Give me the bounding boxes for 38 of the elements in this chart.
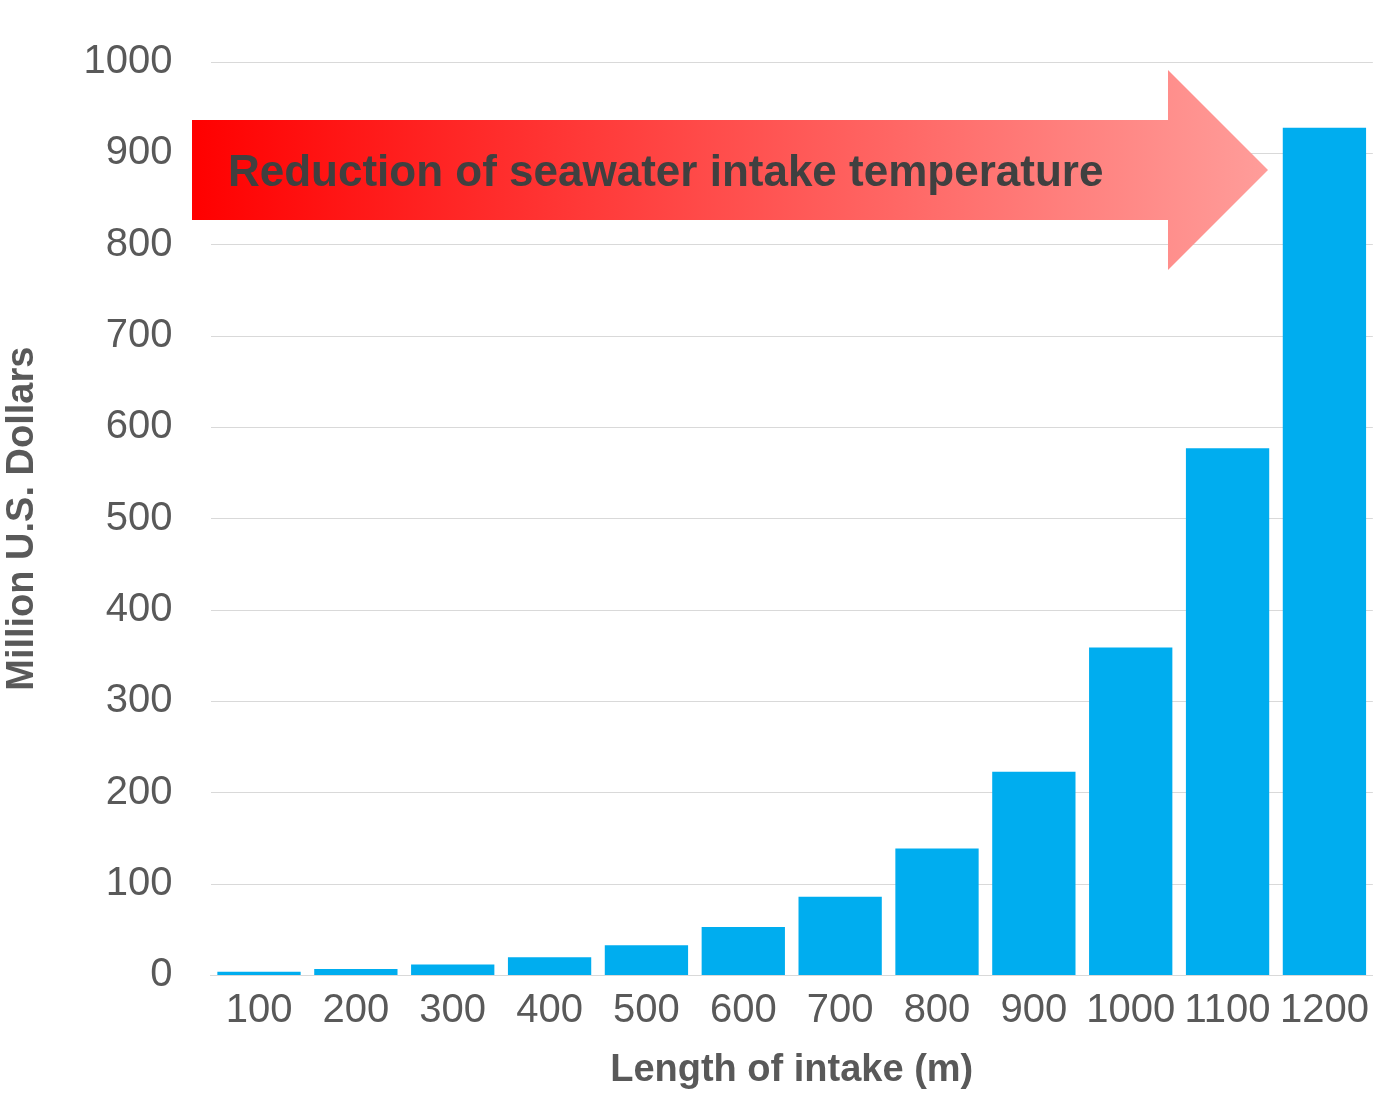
bar: [314, 969, 398, 975]
y-tick-label: 600: [105, 402, 173, 447]
bar: [895, 848, 979, 975]
annotation: Reduction of seawater intake temperature: [228, 146, 1104, 196]
bar: [798, 896, 882, 975]
y-tick-label: 800: [105, 219, 173, 264]
x-axis-title: Length of intake (m): [610, 1046, 974, 1089]
bar: [217, 971, 301, 975]
x-tick-label: 600: [709, 986, 777, 1031]
bar: [1282, 127, 1367, 975]
bar: [604, 945, 689, 975]
y-tick-label: 500: [105, 493, 173, 538]
bar: [992, 771, 1076, 975]
x-tick-label: 800: [903, 986, 971, 1031]
x-tick-label: 300: [419, 986, 487, 1031]
x-tick-label: 100: [225, 986, 293, 1031]
y-tick-label: 300: [105, 676, 173, 721]
bar: [1185, 448, 1270, 975]
x-tick-label: 900: [1000, 986, 1068, 1031]
x-tick-label: 200: [322, 986, 390, 1031]
y-tick-label: 400: [105, 585, 173, 630]
bar: [701, 926, 785, 975]
y-tick-label: 0: [150, 950, 173, 995]
y-tick-label: 200: [105, 767, 173, 812]
bar: [507, 957, 592, 975]
bar: [1089, 647, 1173, 975]
x-tick-label: 400: [516, 986, 583, 1031]
y-tick-label: 100: [105, 859, 173, 904]
x-tick-label: 1000: [1086, 986, 1176, 1031]
y-tick-label: 700: [105, 311, 173, 356]
x-tick-label: 700: [806, 986, 874, 1031]
x-tick-label: 500: [613, 986, 680, 1031]
y-tick-label: 1000: [83, 37, 173, 82]
x-tick-label: 1200: [1279, 986, 1369, 1031]
y-tick-label: 900: [105, 128, 173, 173]
y-axis-title: Million U.S. Dollars: [0, 346, 42, 691]
bar: [411, 964, 495, 975]
x-tick-label: 1100: [1184, 986, 1271, 1031]
